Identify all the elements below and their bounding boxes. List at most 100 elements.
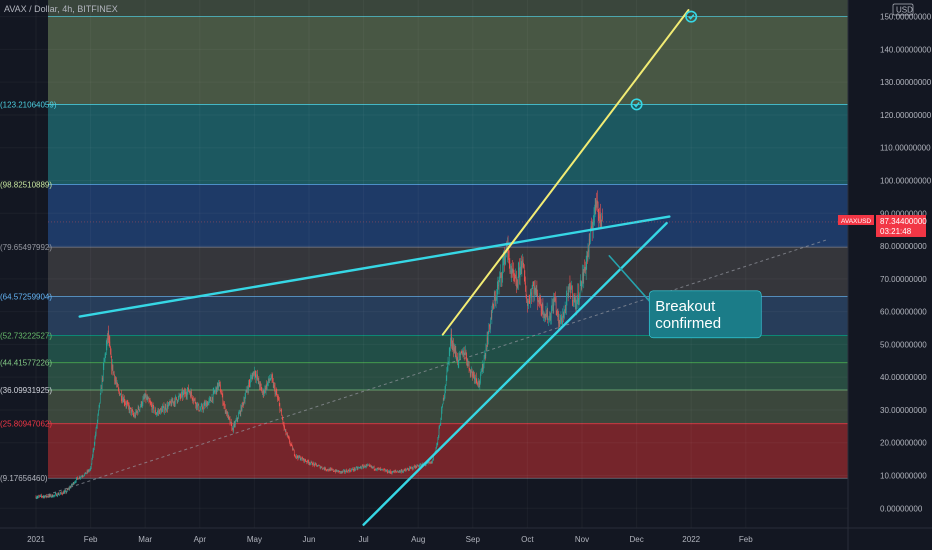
candle-body xyxy=(540,296,541,305)
candle-body xyxy=(108,331,109,340)
candle-body xyxy=(375,469,377,471)
projection-trendline[interactable] xyxy=(441,9,690,336)
candle-body xyxy=(176,399,178,402)
candle-body xyxy=(274,386,276,395)
candle-body xyxy=(501,276,503,278)
candle-body xyxy=(124,398,125,403)
candle-body xyxy=(463,351,465,355)
candle-body xyxy=(584,268,585,271)
candle-body xyxy=(169,402,170,404)
candle-body xyxy=(515,276,516,279)
candle-body xyxy=(277,397,279,400)
candle-body xyxy=(462,350,463,355)
candle-body xyxy=(444,388,446,395)
candle-body xyxy=(447,361,449,366)
candle-body xyxy=(298,455,300,458)
candle-body xyxy=(533,285,535,294)
candle-body xyxy=(175,397,176,404)
callout-pointer-line[interactable] xyxy=(608,255,654,306)
annotation-box[interactable] xyxy=(648,290,762,339)
candle-body xyxy=(579,293,580,299)
currency-badge[interactable] xyxy=(892,3,914,16)
support-trendline[interactable] xyxy=(362,221,668,526)
candle-body xyxy=(271,375,272,378)
candle-body xyxy=(450,334,452,342)
candle-body xyxy=(169,401,171,404)
candle-body xyxy=(538,300,539,303)
target-check-mark xyxy=(633,101,640,108)
candle-body xyxy=(330,468,331,471)
candle-body xyxy=(91,464,92,468)
candle-body xyxy=(368,465,369,466)
candle-body xyxy=(69,487,71,488)
candle-body xyxy=(504,254,506,265)
candle-body xyxy=(166,405,168,410)
candle-body xyxy=(385,470,386,472)
candle-body xyxy=(582,272,583,284)
fib-level-label: (123.21064059) xyxy=(0,100,57,109)
candle-body xyxy=(302,458,303,460)
candle-body xyxy=(274,385,275,387)
last-price-tag[interactable] xyxy=(876,214,926,237)
candle-body xyxy=(162,407,163,409)
candle-body xyxy=(116,382,117,384)
candle-body xyxy=(206,402,207,408)
candle-body xyxy=(219,382,221,385)
candle-body xyxy=(89,469,91,471)
candle-body xyxy=(73,482,75,484)
candle-body xyxy=(477,382,478,384)
candle-body xyxy=(127,403,129,404)
candle-body xyxy=(519,266,521,278)
candle-body xyxy=(106,338,108,346)
candle-body xyxy=(303,458,305,462)
candle-body xyxy=(338,470,339,473)
candle-body xyxy=(173,401,174,404)
candle-body xyxy=(586,255,588,263)
candle-body xyxy=(54,493,56,495)
candle-body xyxy=(242,403,244,405)
candle-body xyxy=(558,313,559,324)
candle-body xyxy=(220,392,222,394)
candle-body xyxy=(188,387,189,392)
candle-body xyxy=(417,465,418,467)
candle-body xyxy=(280,409,282,412)
candle-body xyxy=(536,288,537,292)
candle-body xyxy=(211,400,212,402)
candle-body xyxy=(492,304,493,311)
candle-body xyxy=(555,300,557,311)
candle-body xyxy=(291,444,293,446)
candle-body xyxy=(77,478,79,480)
candle-body xyxy=(378,468,380,470)
candle-body xyxy=(208,402,209,406)
candle-body xyxy=(452,343,454,347)
candle-body xyxy=(297,457,299,459)
candle-body xyxy=(114,375,115,382)
candle-body xyxy=(241,402,243,411)
candle-body xyxy=(232,427,234,431)
candle-body xyxy=(371,466,372,468)
candle-body xyxy=(409,467,411,469)
candle-body xyxy=(427,462,429,463)
candle-body xyxy=(214,391,216,393)
candle-body xyxy=(428,462,430,463)
candle-body xyxy=(59,493,60,495)
candle-body xyxy=(347,470,348,473)
resistance-trendline[interactable] xyxy=(78,215,671,318)
candle-body xyxy=(46,496,48,497)
target-check-icon[interactable] xyxy=(630,98,643,111)
candle-body xyxy=(212,391,214,400)
candle-body xyxy=(221,393,222,395)
candle-body xyxy=(288,437,290,439)
candle-body xyxy=(557,310,558,312)
candle-body xyxy=(364,465,365,467)
candle-body xyxy=(202,405,203,409)
candle-body xyxy=(155,413,157,415)
candle-body xyxy=(383,469,384,471)
candle-body xyxy=(556,310,557,312)
candle-body xyxy=(429,462,430,463)
candle-body xyxy=(388,471,389,473)
candle-body xyxy=(510,270,511,272)
target-check-icon[interactable] xyxy=(685,10,698,23)
symbol-tag[interactable] xyxy=(838,214,874,225)
